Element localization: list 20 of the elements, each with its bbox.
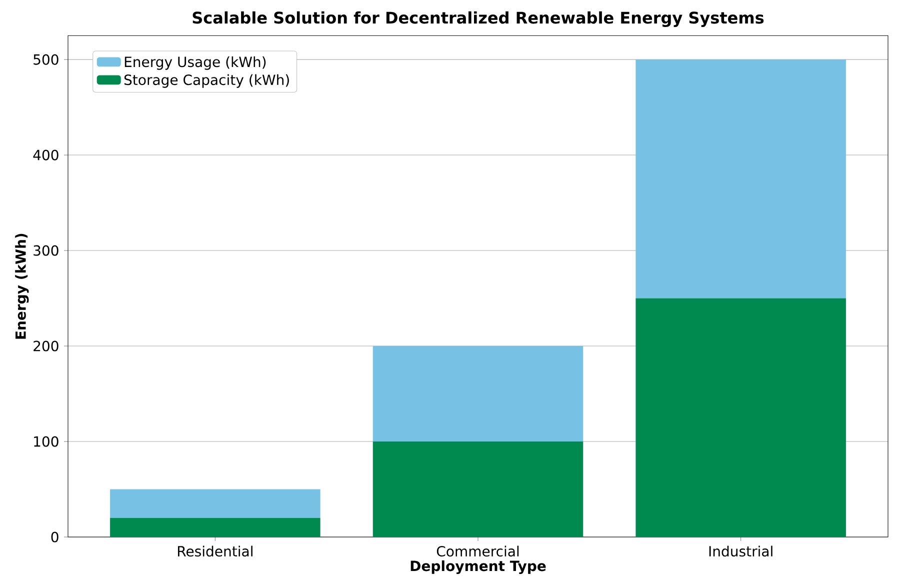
chart-title: Scalable Solution for Decentralized Renewable Energy Systems — [192, 11, 764, 27]
y-tick-label: 400 — [33, 150, 58, 160]
bar — [110, 518, 320, 537]
bar — [110, 489, 320, 518]
bar — [636, 60, 846, 298]
y-tick-label: 0 — [51, 532, 58, 542]
bar — [372, 346, 584, 442]
x-tick-label: Residential — [178, 546, 252, 557]
legend-label: Energy Usage (kWh) — [124, 56, 266, 70]
x-tick-label: Industrial — [709, 546, 772, 557]
x-tick-label: Commercial — [436, 546, 519, 557]
legend-label: Storage Capacity (kWh) — [124, 74, 289, 88]
y-tick-label: 200 — [34, 340, 58, 352]
y-tick-label: 100 — [34, 436, 58, 447]
y-tick-label: 500 — [34, 54, 58, 65]
bar — [636, 298, 846, 537]
y-tick-label: 300 — [34, 245, 58, 256]
y-axis-title: Energy (kWh) — [15, 234, 29, 339]
x-axis-title: Deployment Type — [410, 560, 546, 574]
bar — [372, 442, 584, 537]
